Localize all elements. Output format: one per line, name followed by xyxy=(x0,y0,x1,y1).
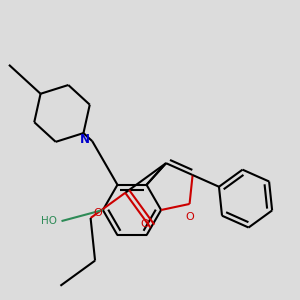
Text: O: O xyxy=(185,212,194,222)
Text: O: O xyxy=(140,219,149,229)
Text: N: N xyxy=(80,133,90,146)
Text: HO: HO xyxy=(41,216,57,226)
Text: O: O xyxy=(93,208,102,218)
